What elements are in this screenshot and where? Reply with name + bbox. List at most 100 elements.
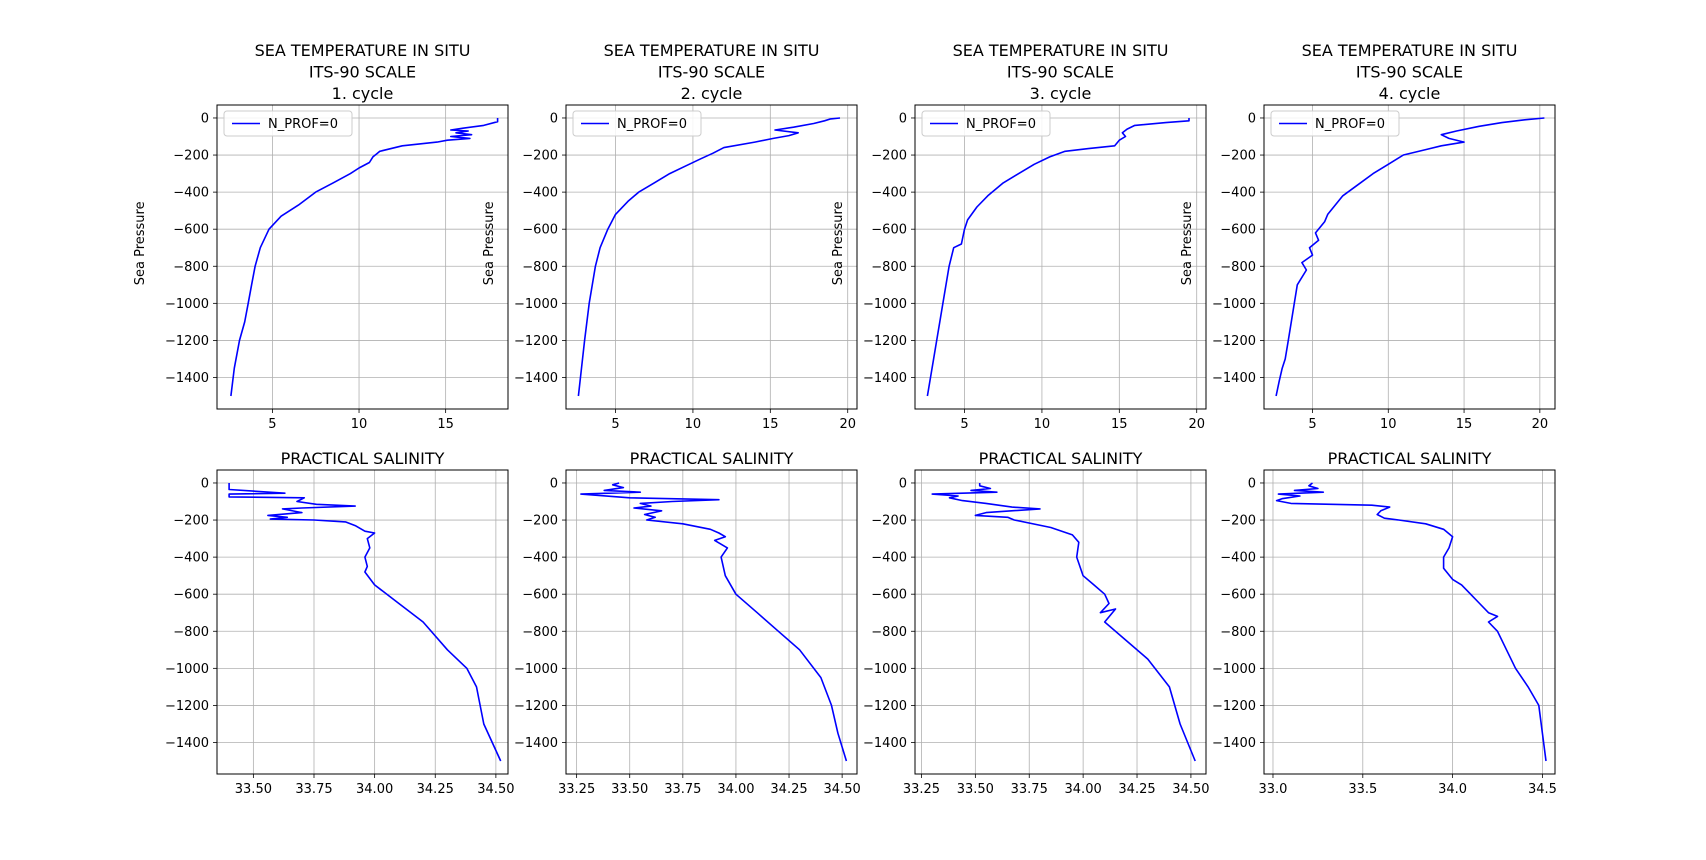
y-tick-label: 0 [1248, 476, 1256, 491]
x-tick-label: 33.0 [1259, 782, 1288, 797]
chart-title: ITS-90 SCALE [1007, 63, 1114, 82]
x-tick-label: 34.00 [1065, 782, 1102, 797]
x-tick-label: 20 [1188, 417, 1205, 432]
x-tick-label: 33.25 [558, 782, 595, 797]
y-tick-label: −800 [1220, 625, 1256, 640]
y-tick-label: −1200 [863, 334, 907, 349]
y-tick-label: −200 [871, 514, 907, 529]
y-tick-label: −800 [871, 260, 907, 275]
y-tick-label: −1400 [514, 371, 558, 386]
y-tick-label: −1400 [1212, 371, 1256, 386]
legend: N_PROF=0 [1270, 110, 1400, 137]
y-tick-label: −800 [173, 625, 209, 640]
x-tick-label: 34.5 [1528, 782, 1557, 797]
subplot-2: 5 10 15 20 0 −200 −400 −600 −800 −1000 −1200 −1400 S… [482, 41, 858, 432]
x-tick-label: 34.50 [477, 782, 514, 797]
subplot-7: 33.25 33.50 33.75 34.00 34.25 34.50 0 −200 −400 −… [863, 449, 1210, 797]
x-tick-label: 5 [1308, 417, 1316, 432]
y-tick-label: −400 [871, 551, 907, 566]
y-tick-label: −1400 [165, 371, 209, 386]
y-tick-label: −200 [522, 149, 558, 164]
x-tick-label: 33.5 [1348, 782, 1377, 797]
y-tick-label: −1400 [514, 736, 558, 751]
y-axis-label: Sea Pressure [831, 201, 846, 285]
x-tick-label: 33.75 [664, 782, 701, 797]
chart-title: ITS-90 SCALE [1356, 63, 1463, 82]
series-line [1275, 482, 1547, 762]
axes-frame [1263, 104, 1556, 410]
chart-title: PRACTICAL SALINITY [979, 449, 1143, 468]
chart-title: SEA TEMPERATURE IN SITU [604, 41, 820, 60]
x-tick-label: 5 [960, 417, 968, 432]
legend-label: N_PROF=0 [1315, 117, 1385, 132]
chart-title: 1. cycle [332, 84, 394, 103]
x-tick-label: 20 [839, 417, 856, 432]
y-tick-label: −600 [871, 223, 907, 238]
y-tick-label: −200 [173, 514, 209, 529]
y-tick-label: −800 [173, 260, 209, 275]
axes-frame [914, 469, 1207, 775]
x-tick-label: 34.00 [717, 782, 754, 797]
chart-title: PRACTICAL SALINITY [281, 449, 445, 468]
y-tick-label: −400 [1220, 186, 1256, 201]
subplot-1: 5 10 15 0 −200 −400 −600 −800 −1000 −1200 −1400 SEA… [133, 41, 509, 432]
y-tick-label: 0 [550, 111, 558, 126]
y-tick-label: −200 [1220, 149, 1256, 164]
chart-title: PRACTICAL SALINITY [630, 449, 794, 468]
x-tick-label: 15 [1456, 417, 1473, 432]
y-tick-label: −1400 [1212, 736, 1256, 751]
x-tick-label: 34.25 [1118, 782, 1155, 797]
series-line [228, 483, 502, 762]
subplot-6: 33.25 33.50 33.75 34.00 34.25 34.50 0 −200 −400 −… [514, 449, 861, 797]
y-tick-label: −200 [522, 514, 558, 529]
axes-frame [914, 104, 1207, 410]
x-tick-label: 33.75 [295, 782, 332, 797]
chart-title: ITS-90 SCALE [658, 63, 765, 82]
legend-box [921, 110, 1051, 137]
x-tick-label: 33.25 [903, 782, 940, 797]
series-line [1275, 117, 1545, 397]
chart-title: ITS-90 SCALE [309, 63, 416, 82]
y-tick-label: −1000 [1212, 297, 1256, 312]
y-tick-label: −1000 [165, 662, 209, 677]
y-tick-label: −400 [1220, 551, 1256, 566]
y-tick-label: −1000 [1212, 662, 1256, 677]
y-tick-label: 0 [550, 476, 558, 491]
x-tick-label: 34.50 [824, 782, 861, 797]
y-tick-label: 0 [899, 111, 907, 126]
x-tick-label: 10 [1380, 417, 1397, 432]
series-line [580, 482, 848, 762]
x-tick-label: 34.25 [417, 782, 454, 797]
y-tick-label: −800 [1220, 260, 1256, 275]
x-tick-label: 5 [268, 417, 276, 432]
y-tick-label: −400 [173, 186, 209, 201]
y-tick-label: 0 [899, 476, 907, 491]
y-tick-label: −1400 [863, 736, 907, 751]
series-line [230, 118, 499, 397]
y-axis-label: Sea Pressure [482, 201, 497, 285]
chart-title: SEA TEMPERATURE IN SITU [953, 41, 1169, 60]
y-tick-label: −1200 [165, 699, 209, 714]
y-tick-label: −1000 [863, 662, 907, 677]
legend: N_PROF=0 [921, 110, 1051, 137]
y-tick-label: −400 [522, 186, 558, 201]
y-tick-label: −1200 [514, 699, 558, 714]
y-tick-label: −1000 [514, 297, 558, 312]
y-tick-label: −600 [871, 588, 907, 603]
y-tick-label: −400 [871, 186, 907, 201]
subplot-3: 5 10 15 20 0 −200 −400 −600 −800 −1000 −1200 −1400 S… [831, 41, 1207, 432]
y-tick-label: −1400 [863, 371, 907, 386]
y-tick-label: −800 [522, 260, 558, 275]
x-tick-label: 15 [762, 417, 779, 432]
y-tick-label: −600 [522, 223, 558, 238]
legend-label: N_PROF=0 [966, 117, 1036, 132]
series-line [926, 118, 1190, 397]
x-tick-label: 34.50 [1172, 782, 1209, 797]
chart-title: PRACTICAL SALINITY [1328, 449, 1492, 468]
subplot-5: 33.50 33.75 34.00 34.25 34.50 0 −200 −400 −600 −8… [165, 449, 514, 797]
y-tick-label: −1200 [1212, 699, 1256, 714]
subplot-8: 33.0 33.5 34.0 34.5 0 −200 −400 −600 −800 −1000 −1… [1212, 449, 1557, 797]
legend-box [223, 110, 353, 137]
axes-frame [216, 469, 509, 775]
